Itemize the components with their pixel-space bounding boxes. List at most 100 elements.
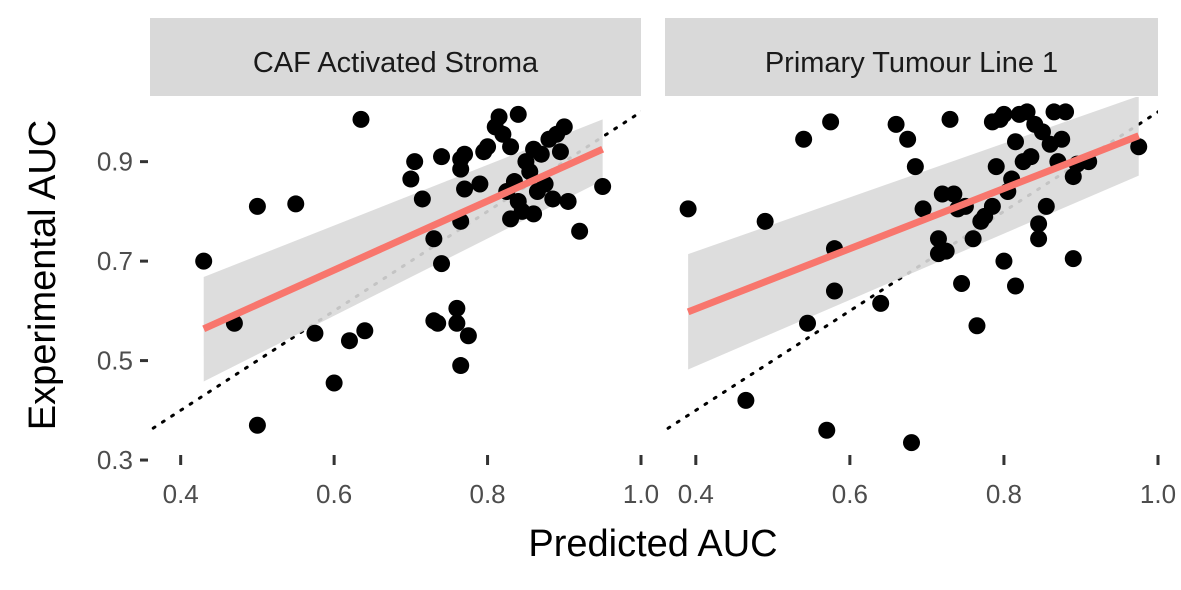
data-point xyxy=(532,145,550,163)
data-point xyxy=(452,160,470,178)
data-point xyxy=(594,178,612,196)
panels: CAF Activated Stroma Primary Tumour Line … xyxy=(150,18,1158,452)
data-point xyxy=(795,130,813,148)
data-point xyxy=(968,317,986,335)
data-point xyxy=(1006,133,1024,151)
data-point xyxy=(448,314,466,332)
data-point xyxy=(1064,250,1082,268)
x-tick-label: 1.0 xyxy=(1140,479,1176,509)
data-point xyxy=(825,282,843,300)
panel-1: CAF Activated Stroma xyxy=(150,18,641,434)
data-point xyxy=(456,180,474,198)
data-point xyxy=(551,143,569,161)
data-point xyxy=(452,357,470,375)
data-point xyxy=(1030,230,1048,248)
data-points xyxy=(195,105,612,434)
data-point xyxy=(799,314,817,332)
data-point xyxy=(521,163,539,181)
data-point xyxy=(325,374,343,392)
y-axis: 0.3 0.5 0.7 0.9 xyxy=(97,147,148,475)
data-point xyxy=(1053,130,1071,148)
data-point xyxy=(456,145,474,163)
data-point xyxy=(425,230,443,248)
x-axis-title: Predicted AUC xyxy=(528,523,777,565)
data-point xyxy=(471,175,489,193)
data-point xyxy=(679,200,697,218)
data-point xyxy=(544,190,562,208)
data-point xyxy=(1130,138,1148,156)
data-point xyxy=(1006,277,1024,295)
x-tick-label: 0.6 xyxy=(832,479,868,509)
data-point xyxy=(756,212,774,230)
data-point xyxy=(559,192,577,210)
data-point xyxy=(352,110,370,128)
data-point xyxy=(248,197,266,215)
y-tick-label: 0.5 xyxy=(97,346,133,376)
y-tick-label: 0.9 xyxy=(97,147,133,177)
panel-plot-area xyxy=(150,105,641,434)
data-point xyxy=(1037,197,1055,215)
data-point xyxy=(906,158,924,176)
data-point xyxy=(1033,123,1051,141)
data-point xyxy=(459,327,477,345)
data-point xyxy=(248,416,266,434)
data-point xyxy=(571,222,589,240)
data-point xyxy=(287,195,305,213)
data-point xyxy=(1018,103,1036,121)
data-point xyxy=(983,197,1001,215)
y-axis-title: Experimental AUC xyxy=(22,120,64,430)
x-tick-label: 1.0 xyxy=(623,479,659,509)
data-point xyxy=(402,170,420,188)
data-point xyxy=(433,255,451,273)
data-point xyxy=(502,138,520,156)
facet-strip xyxy=(665,18,1158,96)
x-tick-label: 0.6 xyxy=(316,479,352,509)
data-point xyxy=(872,294,890,312)
data-point xyxy=(903,434,920,452)
data-point xyxy=(914,200,932,218)
data-point xyxy=(356,322,374,340)
data-point xyxy=(953,275,971,292)
y-tick-label: 0.7 xyxy=(97,246,133,276)
data-point xyxy=(306,324,324,342)
data-point xyxy=(818,421,836,439)
data-point xyxy=(490,108,508,126)
regression-line xyxy=(686,132,1141,316)
data-point xyxy=(555,118,573,136)
data-point xyxy=(964,230,982,248)
data-point xyxy=(429,314,447,332)
data-point xyxy=(995,252,1013,270)
data-point xyxy=(995,105,1013,123)
data-point xyxy=(899,130,917,148)
data-point xyxy=(433,148,451,166)
regression-line xyxy=(202,146,605,332)
data-point xyxy=(406,153,424,171)
x-axes: 0.4 0.6 0.8 1.0 0.4 0.6 0.8 1.0 xyxy=(163,455,1176,509)
data-point xyxy=(509,105,527,123)
data-point xyxy=(448,299,466,317)
data-point xyxy=(479,138,497,156)
x-axis-panel-2: 0.4 0.6 0.8 1.0 xyxy=(678,455,1176,509)
data-point xyxy=(929,230,947,248)
data-point xyxy=(937,242,955,260)
data-point xyxy=(887,115,905,133)
data-point xyxy=(945,185,963,203)
data-point xyxy=(413,190,431,208)
data-point xyxy=(494,125,512,143)
data-point xyxy=(195,252,213,270)
data-point xyxy=(1030,215,1048,233)
x-tick-label: 0.8 xyxy=(469,479,505,509)
facet-strip-label: CAF Activated Stroma xyxy=(253,47,539,79)
panel-2: Primary Tumour Line 1 xyxy=(665,18,1158,452)
data-point xyxy=(340,332,358,350)
x-tick-label: 0.4 xyxy=(163,479,199,509)
y-tick-label: 0.3 xyxy=(97,445,133,475)
x-axis-panel-1: 0.4 0.6 0.8 1.0 xyxy=(163,455,659,509)
facet-strip xyxy=(150,18,641,96)
x-tick-label: 0.4 xyxy=(678,479,714,509)
data-point xyxy=(941,110,959,128)
data-point xyxy=(737,391,755,409)
panel-plot-area xyxy=(665,97,1158,452)
data-point xyxy=(987,158,1005,176)
